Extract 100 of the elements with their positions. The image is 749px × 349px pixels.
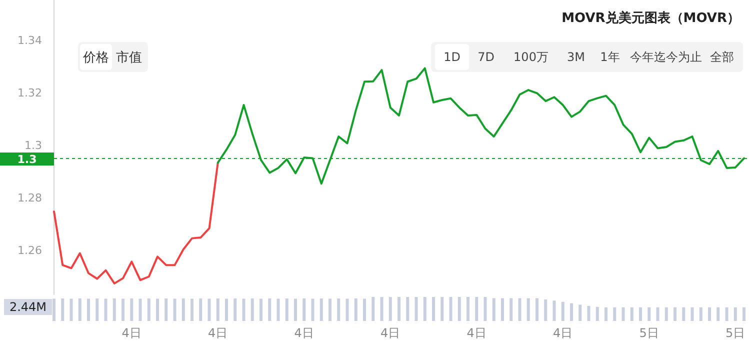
bar [354, 298, 358, 321]
bar [302, 298, 306, 321]
bar [622, 307, 625, 321]
bar [285, 298, 288, 321]
bar [156, 298, 159, 321]
text: 2.44M [9, 300, 47, 314]
bar [380, 297, 384, 321]
bar [648, 307, 651, 321]
bar [70, 298, 73, 321]
annotation: 7D [478, 50, 494, 64]
bar [458, 297, 461, 321]
bar [466, 297, 470, 321]
bar [604, 307, 608, 321]
bar [432, 297, 435, 321]
annotation: 全部 [710, 50, 734, 64]
bar [716, 307, 720, 321]
annotation: 价格 [82, 50, 109, 66]
bar [182, 298, 185, 321]
bar [690, 307, 694, 321]
bar [311, 298, 314, 321]
y-tick-label: 1.32 [18, 86, 42, 100]
bar [346, 298, 349, 321]
x-tick-label: 5日 [639, 326, 659, 340]
y-tick-label: 1.3 [24, 138, 42, 152]
bar [518, 298, 522, 321]
annotation: 100万 [514, 50, 548, 64]
bar [328, 298, 332, 321]
bar [570, 303, 573, 321]
bar [104, 298, 108, 321]
bar [613, 307, 616, 321]
bar [578, 304, 582, 321]
bar [96, 298, 99, 321]
annotation: 今年迄今为止 [630, 50, 702, 64]
bar [87, 298, 90, 321]
bar [699, 307, 702, 321]
bar [164, 298, 168, 321]
bar [294, 298, 297, 321]
bar [190, 298, 194, 321]
bar [112, 298, 116, 321]
bar [398, 297, 400, 321]
bar [544, 299, 548, 321]
bar [337, 298, 340, 321]
bar [492, 298, 496, 321]
bar [234, 298, 237, 321]
bar [742, 307, 746, 321]
annotation: 市值 [116, 50, 142, 66]
bar [208, 298, 211, 321]
bar [406, 297, 410, 321]
bar [708, 307, 711, 321]
bar [414, 297, 418, 321]
bar [656, 307, 660, 321]
bar [388, 297, 392, 321]
bar [526, 298, 530, 321]
x-tick-label: 4日 [122, 326, 142, 340]
bar [138, 298, 142, 321]
bar [78, 298, 82, 321]
bar [561, 302, 564, 321]
bar [61, 298, 64, 321]
bar [501, 298, 504, 321]
bar [475, 297, 478, 321]
annotation: 3M [567, 50, 585, 64]
bar [372, 297, 375, 321]
y-tick-label: 1.34 [18, 34, 42, 47]
bar [363, 298, 366, 321]
bar [216, 298, 220, 321]
x-tick-label: 4日 [466, 326, 486, 340]
bar [510, 298, 513, 321]
bar [250, 298, 254, 321]
bar [276, 298, 280, 321]
bar [320, 298, 323, 321]
bar [596, 306, 599, 321]
bar [552, 300, 556, 321]
text: MOVR兑美元图表（MOVR） [562, 10, 740, 26]
bar [682, 307, 686, 321]
y-tick-label: 1.26 [18, 244, 42, 257]
bar [147, 298, 150, 321]
annotation: 1年 [600, 50, 620, 64]
x-tick-label: 4日 [553, 326, 573, 340]
bar [260, 298, 262, 321]
bar [536, 298, 538, 321]
bar [268, 298, 272, 321]
bar [630, 307, 634, 321]
x-tick-label: 4日 [208, 326, 228, 340]
annotation: 1D [444, 50, 460, 64]
bar [674, 307, 676, 321]
bar [173, 298, 176, 321]
bar [423, 297, 426, 321]
bar [122, 298, 124, 321]
line-series [53, 162, 219, 284]
bar [199, 298, 202, 321]
bar [225, 298, 228, 321]
bar [734, 307, 737, 321]
bar [639, 307, 642, 321]
x-tick-label: 4日 [294, 326, 314, 340]
bar [587, 306, 590, 321]
y-tick-label: 1.28 [18, 191, 42, 204]
bar [242, 298, 246, 321]
bar [449, 297, 452, 321]
x-tick-label: 5日 [726, 326, 746, 340]
x-tick-label: 4日 [380, 326, 400, 340]
